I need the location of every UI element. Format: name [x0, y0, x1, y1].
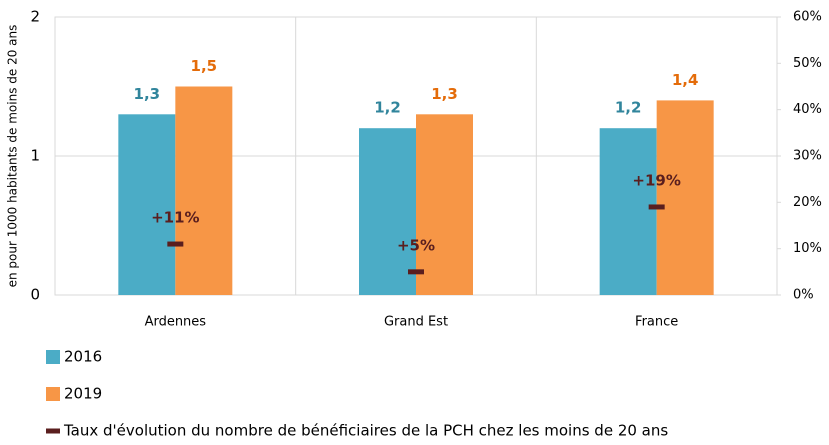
rate-label: +5% — [397, 236, 435, 254]
y-tick-label: 1 — [30, 147, 40, 165]
bar — [175, 86, 233, 295]
legend-label: 2016 — [64, 348, 102, 366]
legend-swatch — [46, 428, 60, 434]
legend-label: Taux d'évolution du nombre de bénéficiai… — [63, 422, 668, 440]
y2-tick-label: 60% — [793, 10, 822, 25]
value-label: 1,5 — [191, 57, 218, 75]
value-label: 1,2 — [615, 99, 642, 117]
y2-tick-label: 50% — [793, 56, 822, 71]
y-axis-title: en pour 1000 habitants de moins de 20 an… — [6, 25, 20, 288]
bar — [599, 128, 657, 295]
value-label: 1,4 — [672, 71, 699, 89]
legend-label: 2019 — [64, 385, 102, 403]
rate-marker — [648, 204, 665, 210]
x-tick-label: France — [635, 315, 678, 330]
y2-tick-label: 40% — [793, 102, 822, 117]
rate-label: +19% — [632, 171, 680, 189]
y2-tick-label: 10% — [793, 241, 822, 256]
x-tick-label: Ardennes — [145, 315, 207, 330]
y2-tick-label: 0% — [793, 288, 814, 303]
y2-tick-label: 20% — [793, 195, 822, 210]
y-tick-label: 2 — [30, 8, 40, 26]
x-tick-label: Grand Est — [384, 315, 448, 330]
value-label: 1,3 — [134, 85, 161, 103]
value-label: 1,3 — [431, 85, 458, 103]
legend-swatch — [46, 387, 60, 401]
bar — [118, 114, 176, 295]
bar — [359, 128, 416, 295]
bar — [656, 100, 714, 296]
legend-swatch — [46, 350, 60, 364]
rate-label: +11% — [151, 209, 199, 227]
rate-marker — [408, 269, 424, 275]
rate-marker — [167, 241, 184, 247]
y2-tick-label: 30% — [793, 149, 822, 164]
bar — [416, 114, 473, 295]
value-label: 1,2 — [374, 99, 401, 117]
y-tick-label: 0 — [30, 286, 40, 304]
